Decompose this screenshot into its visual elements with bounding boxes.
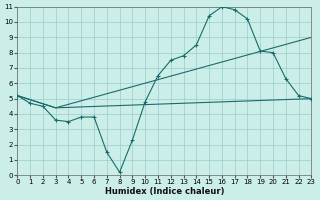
X-axis label: Humidex (Indice chaleur): Humidex (Indice chaleur) <box>105 187 224 196</box>
